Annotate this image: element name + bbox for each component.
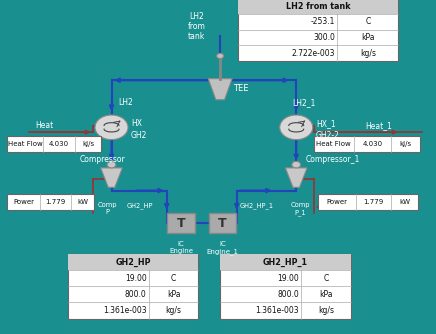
Bar <box>238 0 399 61</box>
Text: Compressor_1: Compressor_1 <box>306 155 361 164</box>
Text: kPa: kPa <box>167 290 181 299</box>
Text: GH2_HP: GH2_HP <box>127 202 153 209</box>
Text: Heat_1: Heat_1 <box>365 121 392 130</box>
Text: Compressor: Compressor <box>80 155 126 164</box>
Polygon shape <box>286 168 307 187</box>
Bar <box>7 136 101 152</box>
Text: kg/s: kg/s <box>360 48 376 57</box>
Text: kPa: kPa <box>361 33 375 42</box>
Text: TEE: TEE <box>233 84 249 93</box>
Circle shape <box>95 115 128 140</box>
Text: Comp
P: Comp P <box>97 202 117 215</box>
Text: 1.779: 1.779 <box>363 199 384 205</box>
Text: kg/s: kg/s <box>166 306 182 315</box>
Circle shape <box>107 161 116 168</box>
Text: Comp
P_1: Comp P_1 <box>291 202 310 216</box>
Text: 19.00: 19.00 <box>277 274 299 283</box>
Bar <box>68 254 198 270</box>
Text: LH2: LH2 <box>118 99 133 108</box>
Bar <box>318 194 418 210</box>
Text: Heat Flow: Heat Flow <box>317 141 351 147</box>
Text: T: T <box>177 216 185 229</box>
Bar <box>7 194 94 210</box>
Text: C: C <box>323 274 328 283</box>
Text: kg/s: kg/s <box>318 306 334 315</box>
Text: Heat: Heat <box>35 121 53 130</box>
Bar <box>68 254 198 319</box>
Text: kJ/s: kJ/s <box>400 141 412 147</box>
Text: T: T <box>218 216 227 229</box>
Text: IC
Engine_1: IC Engine_1 <box>206 241 238 255</box>
Text: GH2_HP_1: GH2_HP_1 <box>240 202 274 209</box>
Text: GH2: GH2 <box>131 131 147 140</box>
Text: LH2
from
tank: LH2 from tank <box>187 12 205 41</box>
Text: Heat Flow: Heat Flow <box>7 141 42 147</box>
Text: HX_1: HX_1 <box>316 119 335 128</box>
Bar <box>220 254 351 270</box>
Text: LH2 from tank: LH2 from tank <box>286 2 350 11</box>
Text: GH2_HP_1: GH2_HP_1 <box>263 258 308 267</box>
Text: GH2-2: GH2-2 <box>316 131 340 140</box>
Polygon shape <box>101 168 123 187</box>
Text: 300.0: 300.0 <box>313 33 335 42</box>
Text: 1.361e-003: 1.361e-003 <box>255 306 299 315</box>
Text: kJ/s: kJ/s <box>82 141 94 147</box>
Circle shape <box>292 161 300 168</box>
Bar <box>209 213 236 233</box>
Circle shape <box>217 53 224 58</box>
Bar <box>238 0 399 14</box>
Text: GH2_HP: GH2_HP <box>116 258 151 267</box>
Bar <box>220 254 351 319</box>
Text: Power: Power <box>327 199 347 205</box>
Text: kW: kW <box>399 199 410 205</box>
Bar <box>313 136 420 152</box>
Text: LH2_1: LH2_1 <box>292 99 315 108</box>
Text: 800.0: 800.0 <box>125 290 147 299</box>
Text: HX: HX <box>131 119 142 128</box>
Text: 1.779: 1.779 <box>45 199 65 205</box>
Text: 4.030: 4.030 <box>49 141 69 147</box>
Text: -253.1: -253.1 <box>311 17 335 26</box>
Text: C: C <box>365 17 371 26</box>
Polygon shape <box>208 79 232 100</box>
Text: kW: kW <box>77 199 88 205</box>
Bar <box>167 213 195 233</box>
Text: IC
Engine: IC Engine <box>169 241 193 254</box>
Text: Power: Power <box>13 199 34 205</box>
Text: 1.361e-003: 1.361e-003 <box>103 306 147 315</box>
Text: kPa: kPa <box>319 290 333 299</box>
Text: C: C <box>171 274 176 283</box>
Text: 19.00: 19.00 <box>125 274 147 283</box>
Circle shape <box>280 115 313 140</box>
Text: 2.722e-003: 2.722e-003 <box>292 48 335 57</box>
Text: 4.030: 4.030 <box>363 141 383 147</box>
Text: 800.0: 800.0 <box>277 290 299 299</box>
